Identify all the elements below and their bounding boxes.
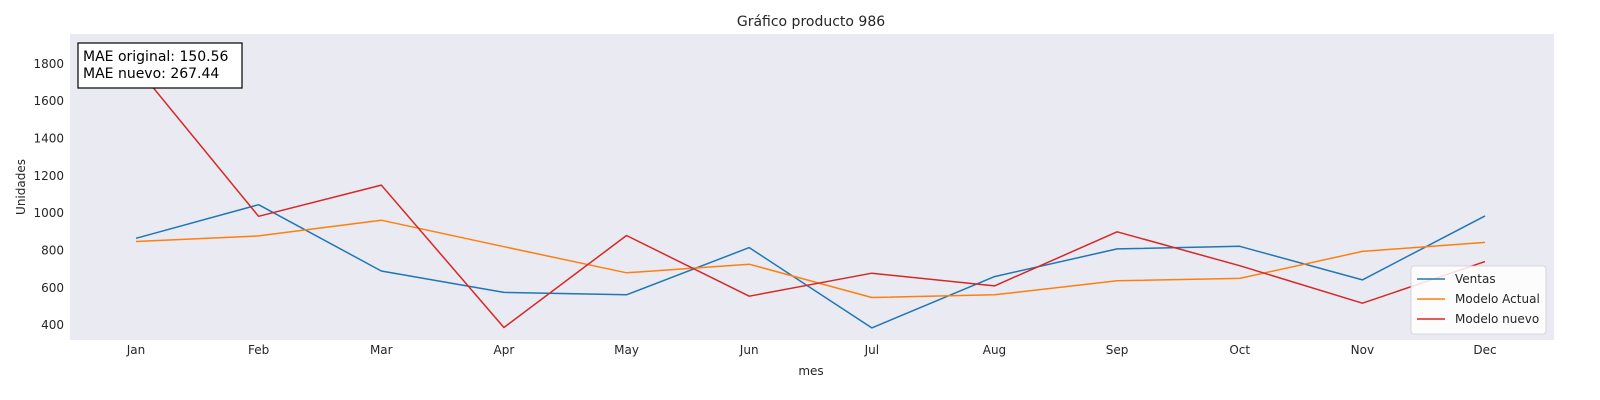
y-axis-ticks: 400 600 800 1000 1200 1400 1600 1800	[33, 57, 64, 332]
y-axis-label: Unidades	[14, 159, 28, 215]
x-axis-ticks: Jan Feb Mar Apr May Jun Jul Aug Sep Oct Nov Dec	[126, 343, 1497, 357]
y-tick-label: 1600	[33, 94, 64, 108]
y-tick-label: 1800	[33, 57, 64, 71]
series-line-modelo-nuevo	[135, 66, 1486, 329]
y-tick-label: 1000	[33, 206, 64, 220]
annotation-box	[77, 42, 243, 89]
series-line-modelo-actual	[135, 219, 1486, 299]
x-tick-label: Jul	[864, 343, 879, 357]
x-tick-label: May	[614, 343, 639, 357]
x-tick-label: Dec	[1473, 343, 1496, 357]
series-line-ventas	[135, 203, 1486, 329]
y-tick-label: 800	[41, 243, 64, 257]
x-tick-label: Jan	[126, 343, 146, 357]
chart-title: Gráfico producto 986	[737, 14, 885, 30]
x-tick-label: Nov	[1351, 343, 1374, 357]
legend: Ventas Modelo Actual Modelo nuevo	[1410, 265, 1547, 335]
x-axis-label: mes	[798, 364, 823, 378]
x-tick-label: Apr	[494, 343, 515, 357]
x-tick-label: Aug	[983, 343, 1006, 357]
y-tick-label: 400	[41, 318, 64, 332]
y-tick-label: 600	[41, 281, 64, 295]
legend-label-modelo-nuevo: Modelo nuevo	[1455, 312, 1539, 326]
annotation-line-mae-original: MAE original: 150.56	[83, 49, 229, 65]
legend-label-modelo-actual: Modelo Actual	[1455, 292, 1540, 306]
x-tick-label: Jun	[739, 343, 759, 357]
x-tick-label: Oct	[1229, 343, 1250, 357]
annotation-line-mae-nuevo: MAE nuevo: 267.44	[83, 66, 219, 82]
x-tick-label: Feb	[248, 343, 269, 357]
legend-frame	[1410, 265, 1547, 335]
x-tick-label: Mar	[370, 343, 393, 357]
series-group	[135, 66, 1486, 329]
y-tick-label: 1200	[33, 169, 64, 183]
mae-annotation: MAE original: 150.56 MAE nuevo: 267.44	[77, 42, 243, 89]
y-tick-label: 1400	[33, 131, 64, 145]
legend-label-ventas: Ventas	[1455, 272, 1496, 286]
x-tick-label: Sep	[1106, 343, 1129, 357]
